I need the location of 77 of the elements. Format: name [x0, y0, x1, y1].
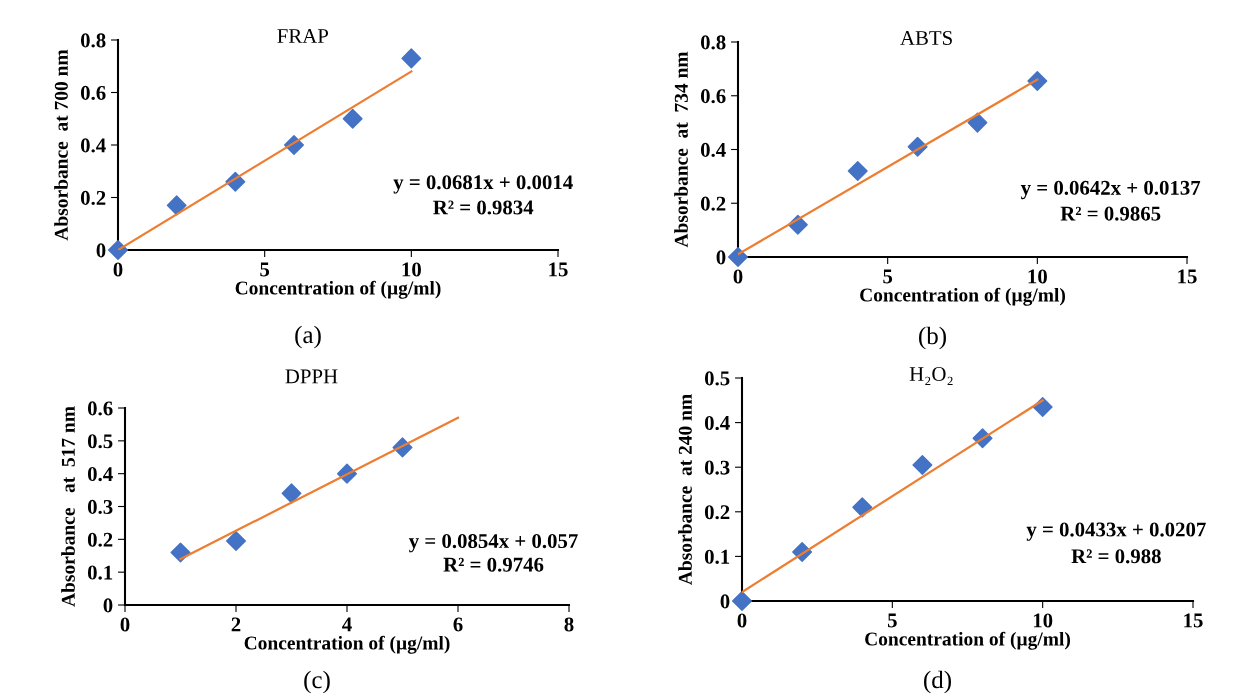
x-tick-label: 10: [1033, 613, 1053, 628]
x-tick-label: 15: [549, 262, 568, 277]
y-tick-label: 0.2: [704, 505, 730, 520]
chart-title: H₂O₂: [909, 366, 953, 386]
y-tick-label: 0.2: [87, 532, 113, 547]
point: [170, 542, 191, 563]
y-tick-label: 0.3: [87, 499, 113, 515]
y-axis-title: Absorbance at 734 nm: [674, 51, 688, 248]
x-tick-label: 0: [113, 262, 123, 277]
annotation: R² = 0.9865: [1060, 206, 1161, 221]
point: [401, 48, 422, 69]
y-tick-label: 0.6: [700, 89, 726, 104]
x-tick-label: 0: [120, 617, 130, 632]
point: [225, 530, 247, 551]
y-tick-label: 0.1: [704, 549, 730, 564]
point: [912, 454, 933, 475]
point: [967, 112, 988, 133]
annotation: R² = 0.988: [1071, 549, 1161, 564]
y-tick-label: 0: [716, 250, 726, 265]
annotation: R² = 0.9746: [443, 557, 544, 572]
y-tick-label: 0.8: [700, 35, 726, 50]
y-axis-title: Absorbance at 700 nm: [54, 49, 68, 241]
x-tick-label: 0: [733, 269, 743, 284]
y-tick-label: 0.5: [87, 434, 113, 449]
x-axis-title: Concentration of (µg/ml): [860, 287, 1065, 306]
x-tick-label: 4: [342, 617, 352, 632]
point: [727, 246, 749, 268]
y-axis-title: Absorbance at 517 nm: [61, 406, 75, 607]
x-axis-title: Concentration of (µg/ml): [865, 631, 1070, 650]
text: (b): [919, 326, 946, 350]
y-tick-label: 0.4: [87, 467, 113, 482]
x-tick-label: 6: [453, 617, 463, 632]
y-tick-label: 0: [96, 243, 106, 258]
y-tick-label: 0: [720, 594, 730, 609]
point: [847, 160, 868, 182]
x-tick-label: 5: [260, 262, 270, 277]
text: (c): [304, 670, 330, 694]
chart-title: FRAP: [277, 29, 329, 43]
y-tick-label: 0.8: [80, 33, 106, 48]
y-tick-label: 0.4: [704, 415, 730, 431]
x-axis-title: Concentration of (µg/ml): [244, 635, 450, 654]
annotation: R² = 0.9834: [433, 200, 534, 215]
annotation: y = 0.0854x + 0.057: [408, 534, 578, 553]
chart-title: ABTS: [900, 30, 952, 45]
annotation: y = 0.0433x + 0.0207: [1026, 522, 1206, 541]
x-tick-label: 15: [1178, 269, 1197, 284]
y-tick-label: 0: [103, 598, 113, 613]
y-tick-label: 0.2: [80, 190, 106, 206]
x-tick-label: 15: [1184, 613, 1203, 628]
y-tick-label: 0.2: [700, 196, 726, 211]
annotation: y = 0.0642x + 0.0137: [1020, 180, 1201, 200]
text: (a): [295, 325, 321, 349]
chart-title: DPPH: [285, 369, 338, 384]
x-tick-label: 5: [883, 269, 893, 284]
point: [852, 497, 873, 518]
x-tick-label: 10: [402, 262, 421, 277]
x-tick-label: 2: [231, 617, 241, 632]
point: [342, 108, 363, 129]
point: [166, 195, 187, 216]
y-tick-label: 0.4: [80, 138, 106, 153]
text: (d): [924, 670, 951, 694]
point: [107, 239, 129, 261]
x-tick-label: 8: [564, 617, 574, 632]
y-tick-label: 0.6: [80, 85, 106, 101]
annotation: y = 0.0681x + 0.0014: [393, 175, 573, 194]
y-tick-label: 0.3: [704, 460, 730, 475]
y-tick-label: 0.5: [704, 371, 730, 386]
x-axis-title: Concentration of (µg/ml): [235, 280, 441, 299]
y-tick-label: 0.4: [700, 142, 726, 158]
y-tick-label: 0.1: [87, 565, 113, 580]
x-tick-label: 10: [1028, 269, 1047, 284]
point: [281, 483, 302, 504]
x-tick-label: 0: [737, 613, 747, 628]
y-tick-label: 0.6: [87, 401, 113, 416]
point: [731, 590, 753, 612]
y-axis-title: Absorbance at 240 nm: [678, 394, 692, 585]
x-tick-label: 5: [887, 613, 897, 628]
